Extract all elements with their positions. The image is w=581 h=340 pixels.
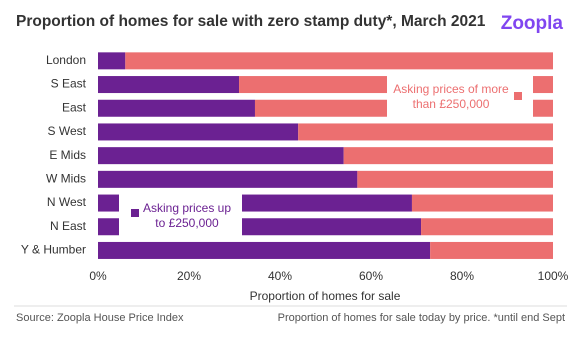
- y-tick-label: S East: [51, 77, 87, 91]
- x-tick-label: 100%: [538, 269, 569, 283]
- bar-segment: [421, 218, 553, 236]
- legend-panel: [119, 190, 242, 237]
- bar-segment: [98, 170, 358, 188]
- legend-swatch: [131, 209, 139, 217]
- bar-segment: [430, 241, 553, 259]
- bar-segment: [125, 52, 554, 70]
- bar-segment: [343, 147, 553, 165]
- y-tick-label: S West: [48, 124, 87, 138]
- y-tick-label: London: [46, 53, 86, 67]
- y-tick-label: W Mids: [46, 172, 86, 186]
- x-tick-label: 20%: [177, 269, 201, 283]
- bar-segment: [98, 147, 344, 165]
- note: Proportion of homes for sale today by pr…: [278, 312, 565, 324]
- x-tick-label: 80%: [450, 269, 474, 283]
- bar-segment: [98, 99, 255, 117]
- x-tick-label: 0%: [89, 269, 107, 283]
- source: Source: Zoopla House Price Index: [16, 312, 184, 324]
- y-tick-label: N East: [50, 219, 87, 233]
- y-tick-label: E Mids: [49, 148, 86, 162]
- bar-segment: [98, 123, 299, 141]
- legend-panel: [387, 74, 533, 119]
- bar-segment: [357, 170, 553, 188]
- bar-segment: [98, 241, 431, 259]
- bar-segment: [411, 194, 553, 212]
- x-tick-label: 60%: [359, 269, 383, 283]
- legend-swatch: [514, 92, 522, 100]
- bar-segment: [98, 52, 126, 70]
- y-tick-label: East: [62, 100, 87, 114]
- legend-label: Asking prices of more than £250,000: [393, 82, 509, 111]
- chart-title: Proportion of homes for sale with zero s…: [16, 13, 486, 30]
- y-tick-label: Y & Humber: [21, 243, 86, 257]
- bar-segment: [98, 76, 240, 94]
- x-axis-label: Proportion of homes for sale: [250, 289, 401, 303]
- x-tick-label: 40%: [268, 269, 292, 283]
- y-tick-label: N West: [47, 195, 87, 209]
- logo: Zoopla: [501, 13, 564, 34]
- bar-segment: [298, 123, 553, 141]
- legend-label: Asking prices up to £250,000: [142, 201, 232, 230]
